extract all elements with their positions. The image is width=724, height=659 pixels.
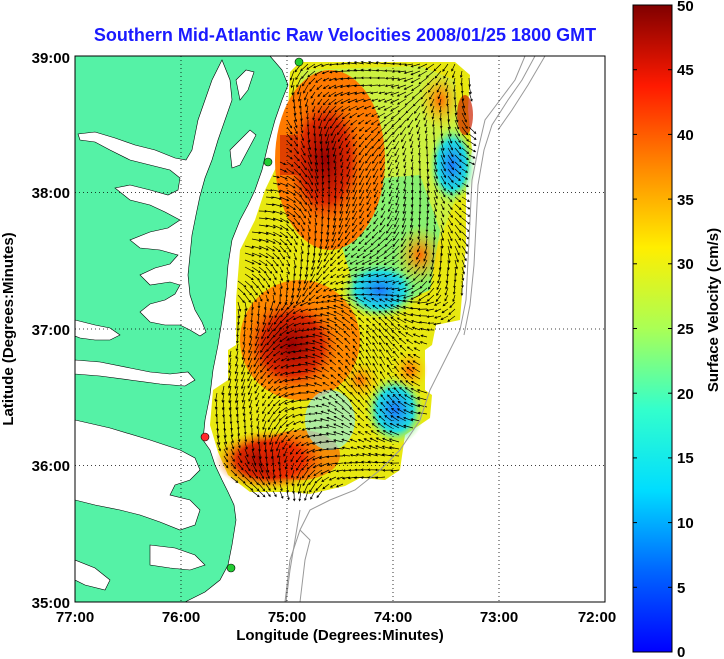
y-axis-label: Latitude (Degrees:Minutes)	[0, 232, 17, 425]
x-tick-label: 72:00	[578, 609, 616, 626]
x-axis-label: Longitude (Degrees:Minutes)	[236, 627, 444, 644]
station-marker	[226, 563, 236, 573]
colorbar-tick-label: 35	[677, 192, 694, 209]
y-axis: 39:00 38:00 37:00 36:00 35:00 Latitude (…	[0, 50, 70, 612]
x-tick-label: 76:00	[162, 609, 200, 626]
radar-stations	[200, 57, 304, 573]
vector-arrows	[214, 60, 477, 502]
station-marker	[263, 157, 273, 167]
station-marker	[200, 432, 210, 442]
y-tick-label: 37:00	[32, 322, 70, 339]
velocity-vectors	[214, 60, 477, 502]
figure-title: Southern Mid-Atlantic Raw Velocities 200…	[94, 25, 596, 45]
station-marker	[294, 57, 304, 67]
x-tick-label: 77:00	[56, 609, 94, 626]
colorbar-tick-label: 15	[677, 450, 694, 467]
grid	[75, 56, 605, 602]
colorbar-tick-label: 25	[677, 321, 694, 338]
map-panel	[75, 56, 605, 602]
colorbar-tick-label: 0	[677, 644, 685, 659]
bathymetry-contours	[284, 56, 546, 602]
map-frame	[74, 55, 606, 603]
y-tick-label: 39:00	[32, 50, 70, 67]
x-tick-label: 74:00	[374, 609, 412, 626]
y-tick-label: 36:00	[32, 458, 70, 475]
x-tick-label: 75:00	[268, 609, 306, 626]
colorbar-tick-label: 45	[677, 62, 694, 79]
colorbar: 50 45 40 35 30 25 20 15 10 5 0 Surface V…	[632, 0, 722, 659]
colorbar-label: Surface Velocity (cm/s)	[705, 228, 722, 392]
colorbar-tick-label: 20	[677, 386, 694, 403]
chesapeake-bay	[75, 59, 257, 591]
colorbar-tick-label: 50	[677, 0, 694, 15]
y-tick-label: 35:00	[32, 595, 70, 612]
colorbar-tick-label: 40	[677, 127, 694, 144]
x-axis: 77:00 76:00 75:00 74:00 73:00 72:00 Long…	[56, 609, 616, 644]
x-tick-label: 73:00	[480, 609, 518, 626]
colorbar-tick-label: 5	[677, 580, 685, 597]
colorbar-tick-label: 30	[677, 256, 694, 273]
colorbar-gradient	[632, 4, 673, 653]
y-tick-label: 38:00	[32, 185, 70, 202]
colorbar-tick-label: 10	[677, 515, 694, 532]
